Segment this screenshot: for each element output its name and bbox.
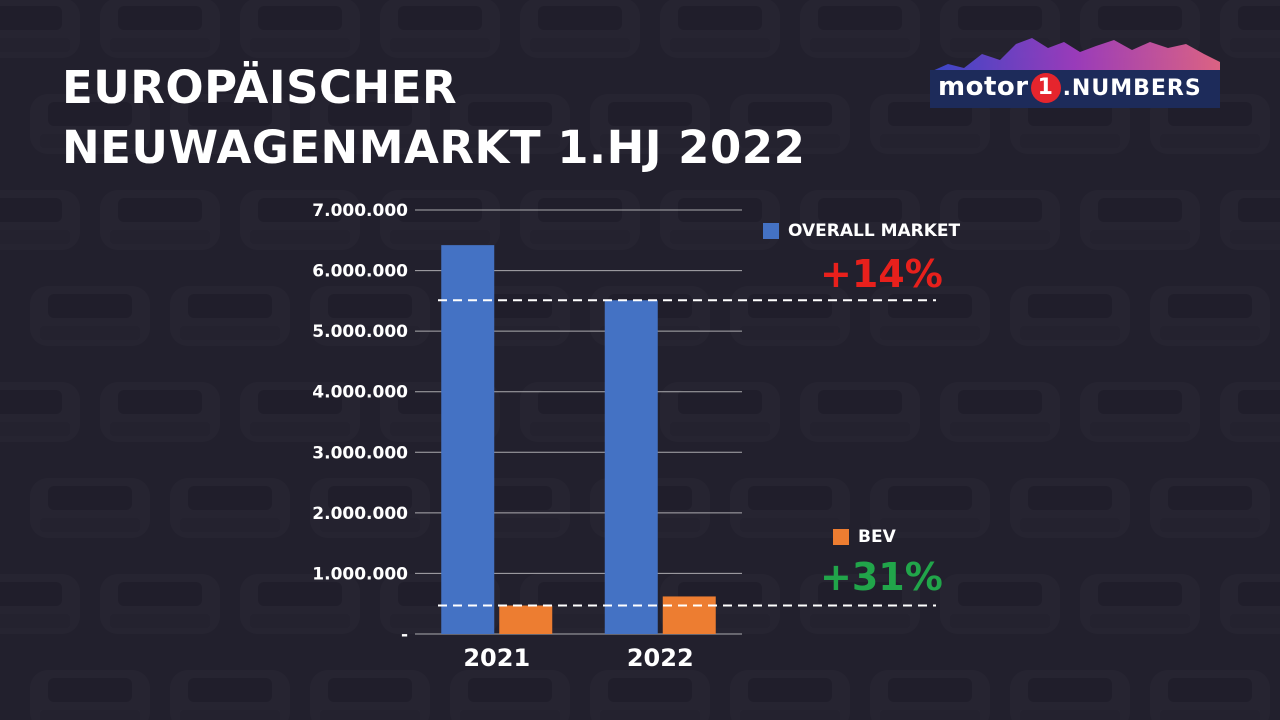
bar-bev-2022 [662,596,716,634]
y-tick-label: 6.000.000 [312,262,408,282]
legend-bev: BEV [833,527,896,547]
y-tick-label: 4.000.000 [312,383,408,403]
bev-change-label: +31% [820,555,943,599]
title-line-2: NEUWAGENMARKT 1.HJ 2022 [62,121,806,174]
y-tick-label: 2.000.000 [312,504,408,524]
bar-overall-2022 [604,300,658,634]
bar-overall-2021 [441,245,495,635]
bar-bev-2021 [499,605,553,634]
logo-text: motor 1 .NUMBERS [938,72,1202,103]
y-tick-label: 1.000.000 [312,564,408,584]
title-line-1: EUROPÄISCHER [62,61,458,114]
logo-one-badge: 1 [1030,72,1061,103]
page-title: EUROPÄISCHER NEUWAGENMARKT 1.HJ 2022 [62,58,805,178]
x-tick-label: 2021 [463,644,530,672]
x-tick-label: 2022 [627,644,694,672]
y-tick-label: 3.000.000 [312,443,408,463]
motor1-numbers-logo: motor 1 .NUMBERS [930,32,1220,114]
logo-brand: motor [938,72,1029,102]
legend-swatch-overall [763,223,779,239]
y-tick-label: 5.000.000 [312,322,408,342]
overall-change-label: +14% [820,252,943,296]
y-tick-label: 7.000.000 [312,201,408,221]
legend-label-overall: OVERALL MARKET [788,221,961,241]
logo-skyline-graphic [930,38,1220,108]
legend-overall-market: OVERALL MARKET [763,221,960,241]
y-tick-label: - [401,625,408,645]
legend-swatch-bev [833,529,849,545]
legend-label-bev: BEV [858,527,896,547]
logo-suffix: .NUMBERS [1062,76,1202,101]
